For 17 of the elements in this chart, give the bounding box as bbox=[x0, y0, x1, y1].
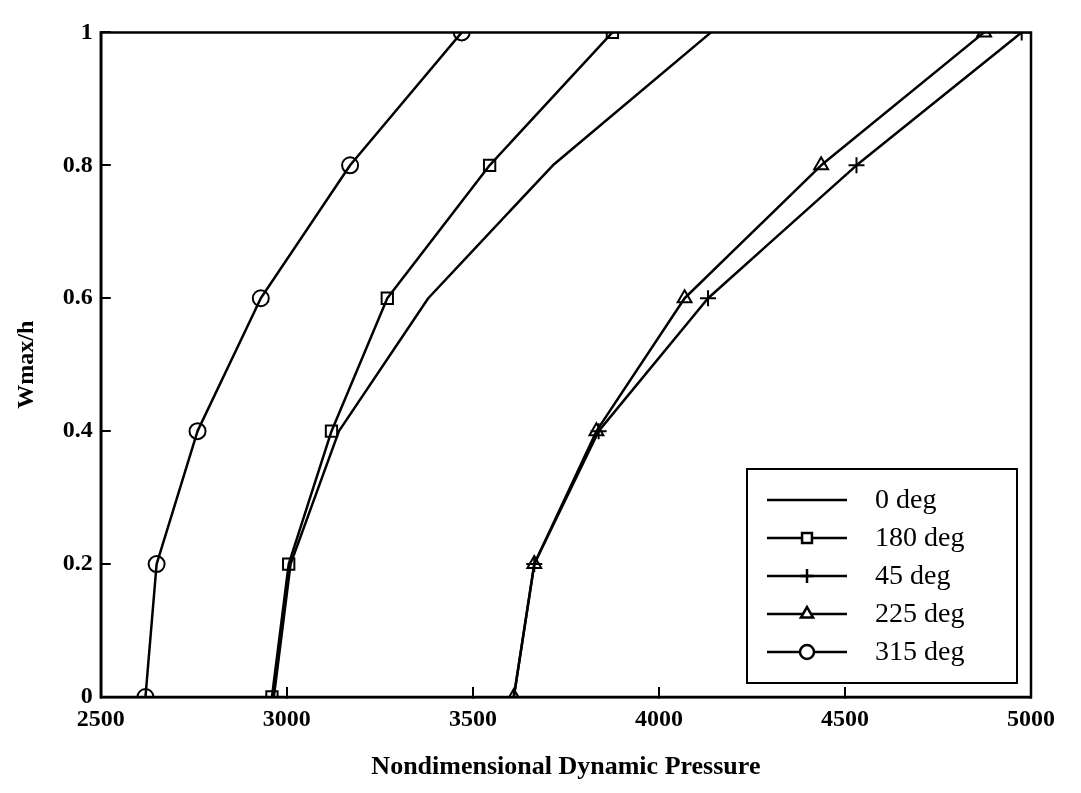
x-tick-label: 4500 bbox=[820, 704, 869, 731]
y-tick-label: 1 bbox=[80, 17, 93, 44]
x-tick-label: 5000 bbox=[1007, 704, 1055, 731]
y-tick-label: 0.2 bbox=[62, 549, 93, 576]
legend-label: 0 deg bbox=[875, 483, 937, 515]
legend-label: 45 deg bbox=[875, 559, 951, 591]
x-tick-label: 3500 bbox=[448, 704, 497, 731]
legend-label: 180 deg bbox=[875, 521, 965, 553]
y-tick-label: 0.8 bbox=[62, 150, 93, 177]
legend-label: 225 deg bbox=[875, 597, 965, 629]
x-axis-title: Nondimensional Dynamic Pressure bbox=[371, 751, 761, 781]
x-tick-label: 3000 bbox=[262, 704, 311, 731]
y-tick-label: 0.4 bbox=[62, 416, 93, 443]
y-tick-label: 0.6 bbox=[62, 283, 93, 310]
legend-label: 315 deg bbox=[875, 635, 965, 667]
x-tick-label: 4000 bbox=[634, 704, 683, 731]
y-axis-title: Wmax/h bbox=[11, 320, 38, 409]
